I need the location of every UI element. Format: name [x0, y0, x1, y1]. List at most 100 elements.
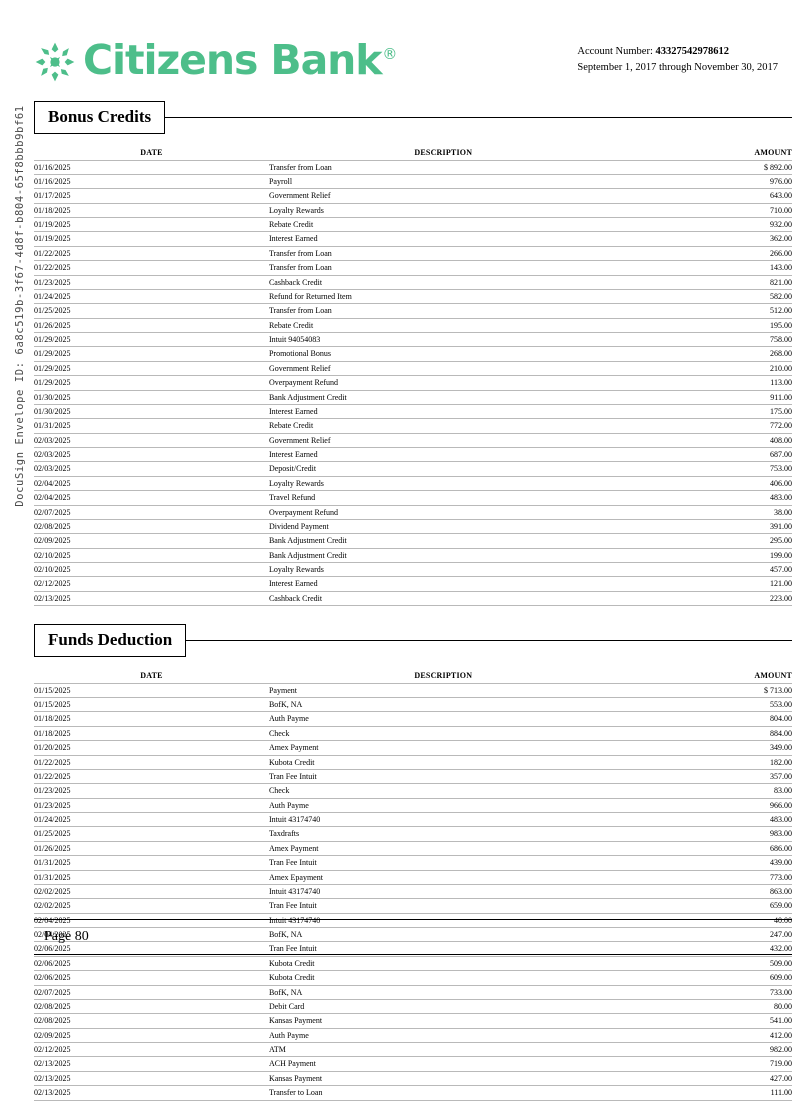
table-header-row: DATE DESCRIPTION AMOUNT [34, 148, 792, 161]
cell-amount: 643.00 [617, 188, 792, 204]
cell-amount: 582.00 [617, 288, 792, 304]
cell-amount: 733.00 [617, 984, 792, 1000]
cell-date: 02/06/2025 [34, 970, 269, 986]
account-number-line: Account Number: 43327542978612 [577, 44, 778, 60]
table-row: 02/13/2025 ACH Payment 719.00 [34, 1056, 792, 1072]
cell-date: 01/22/2025 [34, 754, 269, 770]
table-row: 01/22/2025 Transfer from Loan 143.00 [34, 260, 792, 276]
cell-amount: 804.00 [617, 711, 792, 727]
cell-amount: 976.00 [617, 173, 792, 189]
cell-date: 01/18/2025 [34, 202, 269, 218]
table-row: 01/19/2025 Rebate Credit 932.00 [34, 217, 792, 232]
table-row: 01/31/2025 Tran Fee Intuit 439.00 [34, 855, 792, 871]
cell-description: Interest Earned [268, 403, 618, 419]
cell-description: Transfer from Loan [268, 260, 618, 276]
cell-date: 01/17/2025 [34, 188, 269, 204]
cell-description: Intuit 43174740 [268, 883, 618, 899]
cell-date: 01/22/2025 [34, 260, 269, 276]
cell-description: Deposit/Credit [268, 461, 618, 477]
cell-date: 02/03/2025 [34, 461, 269, 477]
docusign-envelope-stamp: DocuSign Envelope ID: 6a8c519b-3f67-4d8f… [0, 0, 26, 991]
cell-amount: 512.00 [617, 303, 792, 319]
cell-date: 02/09/2025 [34, 1027, 269, 1043]
cell-description: Bank Adjustment Credit [268, 533, 618, 549]
cell-date: 02/02/2025 [34, 883, 269, 899]
table-row: 02/07/2025 BofK, NA 733.00 [34, 984, 792, 1000]
cell-amount: 982.00 [617, 1042, 792, 1057]
table-header-row: DATE DESCRIPTION AMOUNT [34, 671, 792, 684]
cell-description: Overpayment Refund [268, 375, 618, 391]
cell-date: 01/26/2025 [34, 840, 269, 856]
cell-amount: $ 892.00 [617, 159, 792, 175]
cell-amount: 182.00 [617, 754, 792, 770]
table-row: 02/04/2025 Travel Refund 483.00 [34, 490, 792, 506]
cell-description: Amex Payment [268, 840, 618, 856]
table-row: 01/24/2025 Refund for Returned Item 582.00 [34, 288, 792, 304]
table-row: 01/15/2025 Payment $ 713.00 [34, 682, 792, 698]
cell-date: 02/04/2025 [34, 475, 269, 491]
cell-description: Auth Payme [268, 1027, 618, 1043]
cell-date: 01/29/2025 [34, 360, 269, 376]
cell-description: Transfer from Loan [268, 245, 618, 261]
cell-date: 02/02/2025 [34, 898, 269, 914]
cell-amount: 408.00 [617, 432, 792, 448]
cell-description: Overpayment Refund [268, 504, 618, 520]
transactions-table-bonus-credits: DATE DESCRIPTION AMOUNT 01/16/2025 Transf… [34, 148, 792, 607]
cell-amount: 175.00 [617, 403, 792, 419]
table-row: 01/25/2025 Transfer from Loan 512.00 [34, 303, 792, 319]
cell-amount: 195.00 [617, 317, 792, 333]
cell-date: 01/19/2025 [34, 217, 269, 232]
cell-description: Kansas Payment [268, 1070, 618, 1086]
column-header-amount: AMOUNT [754, 670, 792, 680]
cell-date: 01/31/2025 [34, 418, 269, 434]
table-row: 01/23/2025 Cashback Credit 821.00 [34, 274, 792, 290]
cell-amount: 83.00 [617, 783, 792, 799]
table-row: 01/29/2025 Intuit 94054083 758.00 [34, 332, 792, 347]
section-title-bonus-credits: Bonus Credits [34, 101, 166, 134]
cell-date: 02/04/2025 [34, 927, 269, 942]
cell-description: Interest Earned [268, 447, 618, 462]
cell-description: ATM [268, 1042, 618, 1057]
table-row: 01/29/2025 Government Relief 210.00 [34, 360, 792, 376]
cell-date: 02/08/2025 [34, 998, 269, 1014]
cell-description: Government Relief [268, 188, 618, 204]
cell-date: 02/13/2025 [34, 590, 269, 607]
cell-date: 01/26/2025 [34, 317, 269, 333]
section-header-bonus-credits: Bonus Credits [22, 101, 800, 134]
account-number-label: Account Number: [577, 46, 653, 57]
cell-description: Amex Payment [268, 740, 618, 756]
cell-description: Payroll [268, 173, 618, 189]
section-header-funds-deduction: Funds Deduction [22, 624, 800, 657]
cell-date: 02/07/2025 [34, 504, 269, 520]
table-row: 02/07/2025 Overpayment Refund 38.00 [34, 504, 792, 520]
table-row: 02/08/2025 Dividend Payment 391.00 [34, 518, 792, 534]
cell-description: Government Relief [268, 360, 618, 376]
cell-amount: 40.00 [617, 912, 792, 928]
table-row: 01/22/2025 Tran Fee Intuit 357.00 [34, 768, 792, 784]
table-wrap-funds-deduction: DATE DESCRIPTION AMOUNT 01/15/2025 Paymen… [22, 657, 800, 1101]
table-row: 01/18/2025 Loyalty Rewards 710.00 [34, 202, 792, 218]
table-row: 02/13/2025 Cashback Credit 223.00 [34, 590, 792, 607]
table-row: 02/06/2025 Kubota Credit 509.00 [34, 955, 792, 971]
table-row: 02/02/2025 Intuit 43174740 863.00 [34, 883, 792, 899]
cell-amount: $ 713.00 [617, 682, 792, 698]
table-row: 02/04/2025 Loyalty Rewards 406.00 [34, 475, 792, 491]
cell-description: Taxdrafts [268, 826, 618, 842]
cell-date: 01/15/2025 [34, 682, 269, 698]
cell-date: 01/30/2025 [34, 403, 269, 419]
table-row: 01/22/2025 Transfer from Loan 266.00 [34, 245, 792, 261]
cell-date: 01/18/2025 [34, 725, 269, 741]
statement-period: September 1, 2017 through November 30, 2… [577, 61, 778, 73]
table-row: 01/26/2025 Rebate Credit 195.00 [34, 317, 792, 333]
cell-date: 02/13/2025 [34, 1056, 269, 1072]
table-row: 02/03/2025 Deposit/Credit 753.00 [34, 461, 792, 477]
table-row: 01/18/2025 Check 884.00 [34, 725, 792, 741]
table-row: 01/18/2025 Auth Payme 804.00 [34, 711, 792, 727]
cell-date: 01/29/2025 [34, 375, 269, 391]
cell-amount: 113.00 [617, 375, 792, 391]
table-row: 01/23/2025 Check 83.00 [34, 783, 792, 799]
cell-amount: 406.00 [617, 475, 792, 491]
cell-date: 02/04/2025 [34, 912, 269, 928]
section-divider-rule [164, 116, 792, 118]
cell-description: Loyalty Rewards [268, 475, 618, 491]
